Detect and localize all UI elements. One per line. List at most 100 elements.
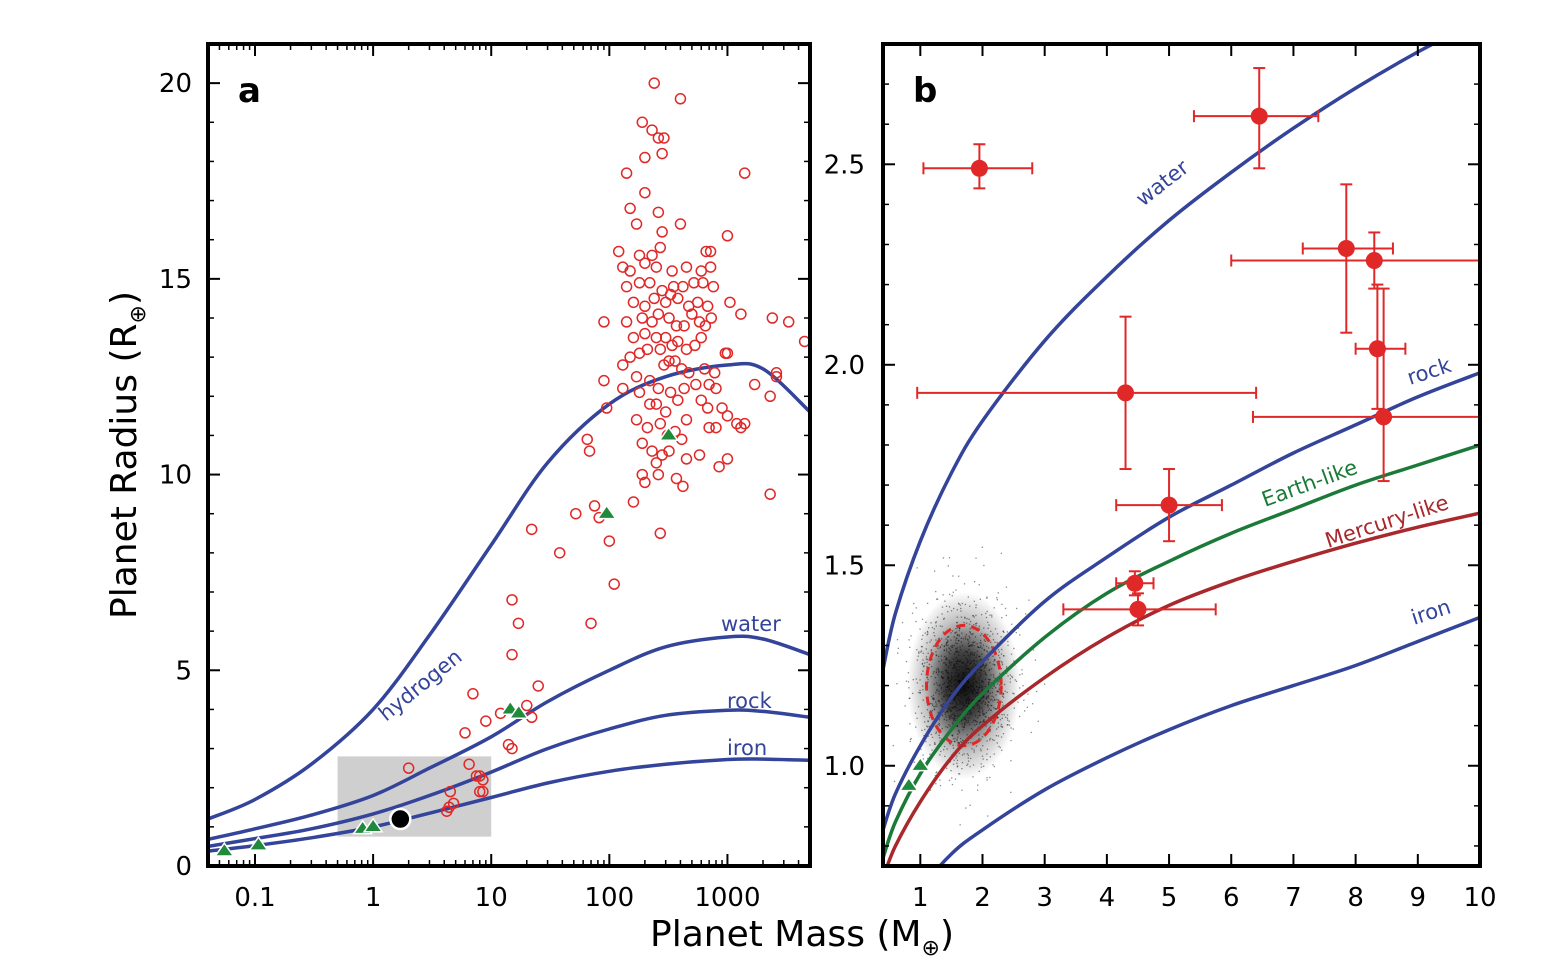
posterior-sample	[993, 765, 996, 768]
posterior-sample	[957, 602, 960, 605]
exoplanet-point	[704, 261, 717, 273]
posterior-sample	[949, 694, 951, 696]
y-tick-label: 1.0	[824, 752, 865, 782]
posterior-sample	[1017, 627, 1020, 629]
posterior-sample	[964, 694, 966, 696]
posterior-sample	[1015, 632, 1017, 634]
posterior-sample	[954, 695, 956, 697]
posterior-sample	[968, 686, 971, 689]
exoplanet-point	[748, 378, 761, 391]
posterior-sample	[981, 755, 984, 757]
posterior-sample	[955, 757, 957, 759]
posterior-sample	[937, 667, 939, 669]
posterior-sample	[957, 694, 960, 696]
posterior-sample	[948, 647, 950, 649]
x-tick-label: 10	[1463, 883, 1496, 913]
posterior-sample	[981, 653, 983, 655]
posterior-sample	[962, 672, 965, 674]
posterior-sample	[1013, 647, 1015, 650]
posterior-sample	[927, 678, 929, 681]
posterior-sample	[958, 651, 960, 653]
posterior-sample	[946, 641, 948, 643]
posterior-sample	[949, 743, 951, 745]
posterior-sample	[997, 735, 1000, 737]
posterior-sample	[928, 725, 931, 728]
posterior-sample	[973, 674, 976, 677]
posterior-sample	[977, 646, 980, 649]
posterior-sample	[974, 652, 976, 654]
posterior-sample	[916, 717, 918, 719]
posterior-sample	[950, 710, 952, 713]
exoplanet-point	[690, 378, 702, 391]
posterior-sample	[997, 649, 1000, 651]
posterior-sample	[940, 692, 943, 694]
posterior-sample	[960, 616, 963, 618]
posterior-sample	[971, 679, 974, 681]
posterior-sample	[938, 693, 940, 695]
posterior-sample	[918, 651, 920, 653]
posterior-sample	[986, 597, 988, 599]
exoplanet-point	[697, 277, 709, 289]
posterior-sample	[965, 622, 968, 624]
posterior-sample	[969, 631, 971, 633]
posterior-sample	[985, 716, 987, 718]
posterior-sample	[954, 718, 956, 720]
posterior-sample	[1002, 704, 1004, 706]
posterior-sample	[959, 604, 961, 606]
posterior-sample	[935, 590, 937, 593]
posterior-sample	[967, 639, 969, 641]
posterior-sample	[968, 623, 971, 625]
posterior-sample	[954, 679, 957, 681]
posterior-sample	[1000, 653, 1003, 655]
posterior-sample	[956, 703, 958, 706]
posterior-sample	[992, 633, 994, 635]
posterior-sample	[955, 719, 957, 721]
posterior-sample	[950, 685, 953, 688]
posterior-sample	[968, 699, 971, 702]
posterior-sample	[958, 603, 960, 605]
posterior-sample	[968, 645, 970, 647]
exoplanet-point	[677, 280, 689, 293]
posterior-sample	[1019, 674, 1021, 676]
posterior-sample	[974, 690, 976, 692]
posterior-sample	[961, 644, 964, 647]
posterior-sample	[971, 653, 973, 655]
posterior-sample	[966, 667, 968, 670]
y-tick-label: 5	[175, 656, 192, 686]
posterior-sample	[956, 651, 959, 653]
posterior-sample	[978, 677, 980, 679]
posterior-sample	[994, 707, 996, 710]
posterior-sample	[973, 707, 975, 710]
posterior-sample	[967, 643, 969, 645]
posterior-sample	[962, 707, 964, 709]
posterior-sample	[992, 639, 995, 641]
posterior-sample	[966, 658, 968, 661]
posterior-sample	[969, 637, 971, 639]
posterior-sample	[950, 690, 952, 692]
exoplanet-point	[480, 715, 492, 727]
posterior-sample	[969, 804, 971, 806]
curve-iron	[208, 757, 810, 853]
posterior-sample	[963, 753, 965, 755]
posterior-sample	[1002, 693, 1005, 695]
solar-system-planet	[909, 756, 931, 772]
posterior-sample	[943, 618, 945, 620]
posterior-sample	[893, 780, 896, 783]
exoplanet-point	[680, 261, 693, 273]
posterior-sample	[924, 728, 926, 731]
posterior-sample	[949, 648, 951, 650]
posterior-sample	[987, 690, 989, 693]
posterior-sample	[968, 721, 970, 723]
x-tick-label: 5	[1161, 883, 1178, 913]
posterior-sample	[941, 671, 944, 673]
posterior-sample	[975, 680, 978, 683]
posterior-sample	[959, 737, 962, 740]
posterior-sample	[949, 662, 951, 664]
posterior-sample	[976, 702, 978, 704]
posterior-sample	[939, 754, 941, 756]
posterior-sample	[961, 789, 963, 791]
posterior-sample	[955, 707, 958, 709]
posterior-sample	[1002, 733, 1005, 735]
posterior-sample	[915, 678, 917, 680]
posterior-sample	[962, 717, 964, 719]
